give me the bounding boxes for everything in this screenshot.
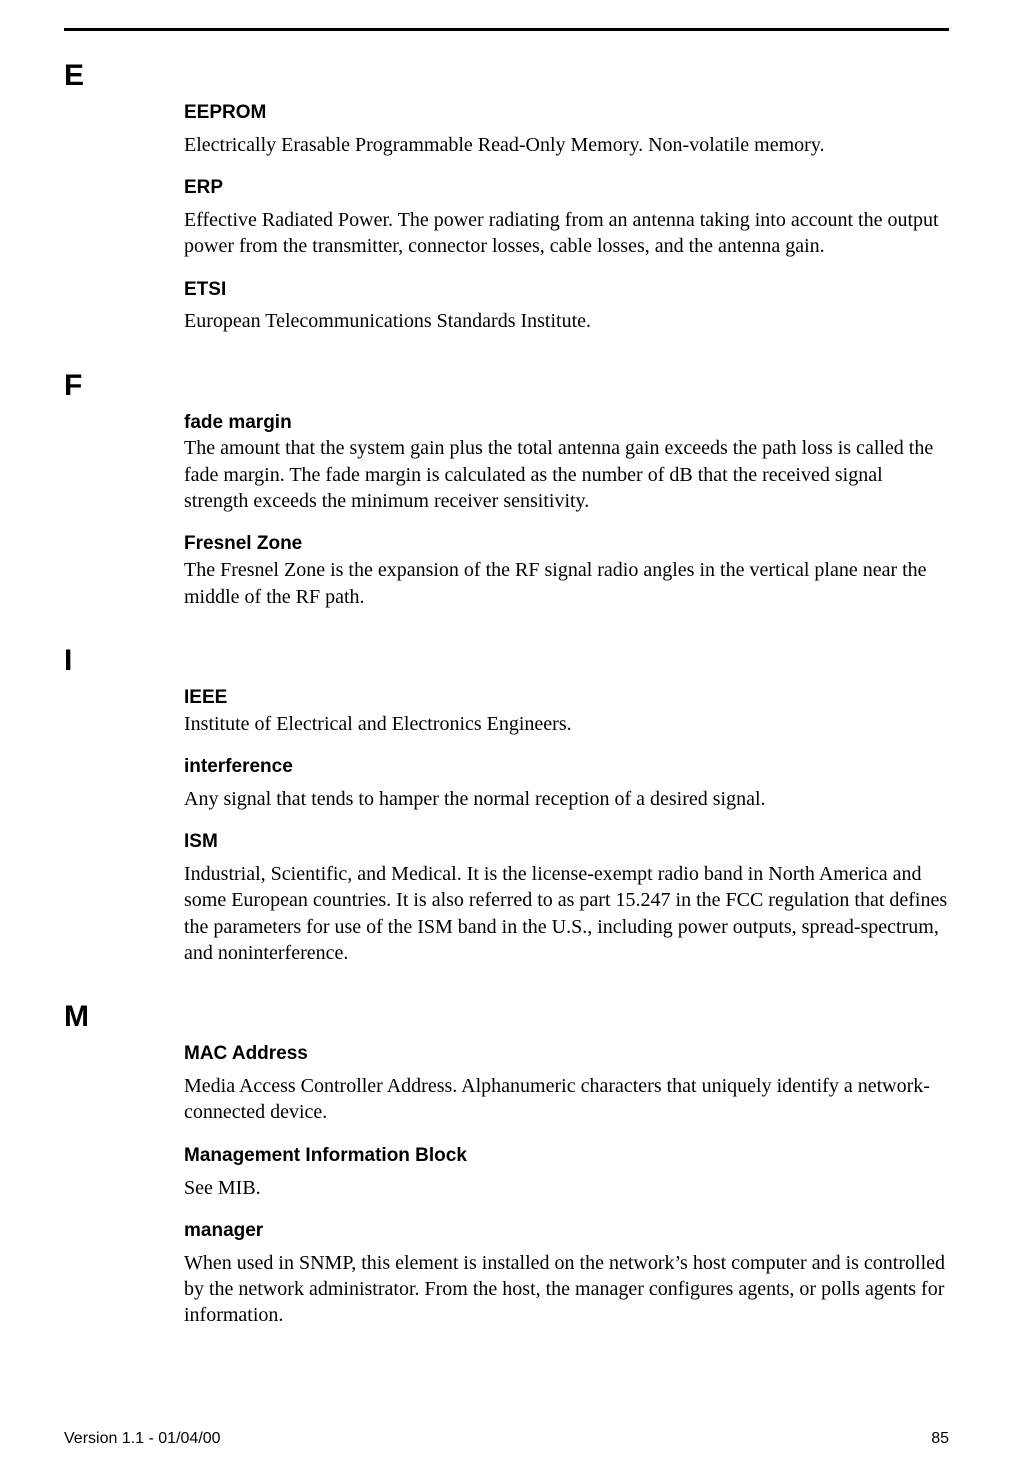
section-spacer xyxy=(184,646,949,686)
letter-column: E xyxy=(64,61,184,353)
glossary-term: Management Information Block xyxy=(184,1144,949,1169)
letter-column: M xyxy=(64,1002,184,1346)
letter-column: F xyxy=(64,371,184,628)
glossary-term: ISM xyxy=(184,830,949,855)
glossary-definition: Institute of Electrical and Electronics … xyxy=(184,711,949,737)
glossary-entry: interference Any signal that tends to ham… xyxy=(184,755,949,812)
glossary-definition: Any signal that tends to hamper the norm… xyxy=(184,786,949,812)
section-letter: E xyxy=(64,61,184,91)
definitions-column: EEPROM Electrically Erasable Programmable… xyxy=(184,61,949,353)
glossary-definition: Electrically Erasable Programmable Read-… xyxy=(184,132,949,158)
glossary-term: ERP xyxy=(184,176,949,201)
glossary-term: Fresnel Zone xyxy=(184,532,949,557)
glossary-section: MMAC Address Media Access Controller Addr… xyxy=(64,1002,949,1346)
glossary-term: ETSI xyxy=(184,278,949,303)
footer-left: Version 1.1 - 01/04/00 xyxy=(64,1430,221,1448)
glossary-definition: Industrial, Scientific, and Medical. It … xyxy=(184,861,949,967)
glossary-section: Ffade marginThe amount that the system g… xyxy=(64,371,949,628)
glossary-term: MAC Address xyxy=(184,1042,949,1067)
glossary-definition: European Telecommunications Standards In… xyxy=(184,308,949,334)
glossary-entry: ERP Effective Radiated Power. The power r… xyxy=(184,176,949,259)
section-letter: I xyxy=(64,646,184,676)
glossary-entry: MAC Address Media Access Controller Addre… xyxy=(184,1042,949,1125)
glossary-section: IIEEEInstitute of Electrical and Electro… xyxy=(64,646,949,984)
glossary-definition: Media Access Controller Address. Alphanu… xyxy=(184,1073,949,1126)
definitions-column: fade marginThe amount that the system ga… xyxy=(184,371,949,628)
glossary-entry: EEPROM Electrically Erasable Programmable… xyxy=(184,101,949,158)
glossary-term: fade margin xyxy=(184,411,949,436)
footer-page-number: 85 xyxy=(931,1430,949,1448)
glossary-term: IEEE xyxy=(184,686,949,711)
section-spacer xyxy=(184,61,949,101)
section-spacer xyxy=(184,371,949,411)
section-letter: M xyxy=(64,1002,184,1032)
glossary-definition: The Fresnel Zone is the expansion of the… xyxy=(184,557,949,610)
glossary-entry: Management Information Block See MIB. xyxy=(184,1144,949,1201)
glossary-entry: IEEEInstitute of Electrical and Electron… xyxy=(184,686,949,737)
section-letter: F xyxy=(64,371,184,401)
letter-column: I xyxy=(64,646,184,984)
glossary-entry: manager When used in SNMP, this element i… xyxy=(184,1219,949,1329)
glossary-term: interference xyxy=(184,755,949,780)
glossary-entry: ETSI European Telecommunications Standard… xyxy=(184,278,949,335)
section-spacer xyxy=(184,1002,949,1042)
definitions-column: MAC Address Media Access Controller Addre… xyxy=(184,1002,949,1346)
glossary-term: manager xyxy=(184,1219,949,1244)
definitions-column: IEEEInstitute of Electrical and Electron… xyxy=(184,646,949,984)
glossary-entry: fade marginThe amount that the system ga… xyxy=(184,411,949,515)
glossary-term: EEPROM xyxy=(184,101,949,126)
glossary-definition: When used in SNMP, this element is insta… xyxy=(184,1250,949,1329)
glossary-definition: See MIB. xyxy=(184,1175,949,1201)
glossary-content: EEEPROM Electrically Erasable Programmabl… xyxy=(64,61,949,1370)
glossary-definition: The amount that the system gain plus the… xyxy=(184,435,949,514)
glossary-definition: Effective Radiated Power. The power radi… xyxy=(184,207,949,260)
glossary-entry: ISM Industrial, Scientific, and Medical. … xyxy=(184,830,949,966)
top-rule xyxy=(64,28,949,31)
glossary-entry: Fresnel ZoneThe Fresnel Zone is the expa… xyxy=(184,532,949,609)
glossary-section: EEEPROM Electrically Erasable Programmabl… xyxy=(64,61,949,353)
page-footer: Version 1.1 - 01/04/00 85 xyxy=(64,1370,949,1448)
